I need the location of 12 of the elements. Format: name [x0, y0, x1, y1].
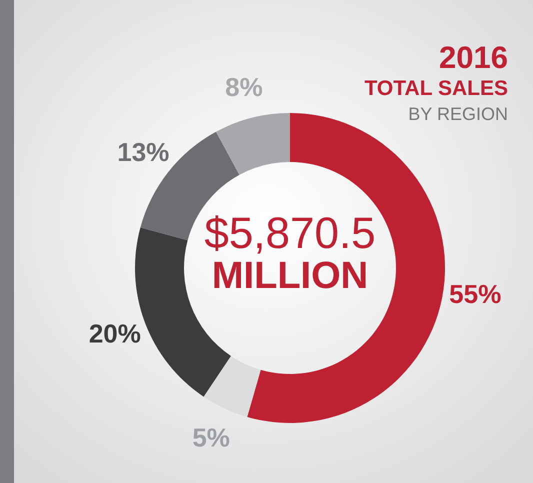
text: BY REGION [408, 104, 508, 124]
data-label: 8% [225, 72, 263, 102]
data-label: 55% [449, 279, 502, 310]
chart-subtitle: TOTAL SALES [364, 77, 508, 100]
data-label: 5% [192, 422, 230, 453]
text: MILLION [212, 255, 368, 297]
donut-slice [204, 356, 261, 417]
data-label: 13% [117, 137, 170, 168]
data-label: 20% [88, 318, 141, 349]
donut-slice [216, 113, 290, 175]
text: $5,870.5 [204, 209, 376, 258]
chart-title: 2016 [439, 40, 508, 75]
